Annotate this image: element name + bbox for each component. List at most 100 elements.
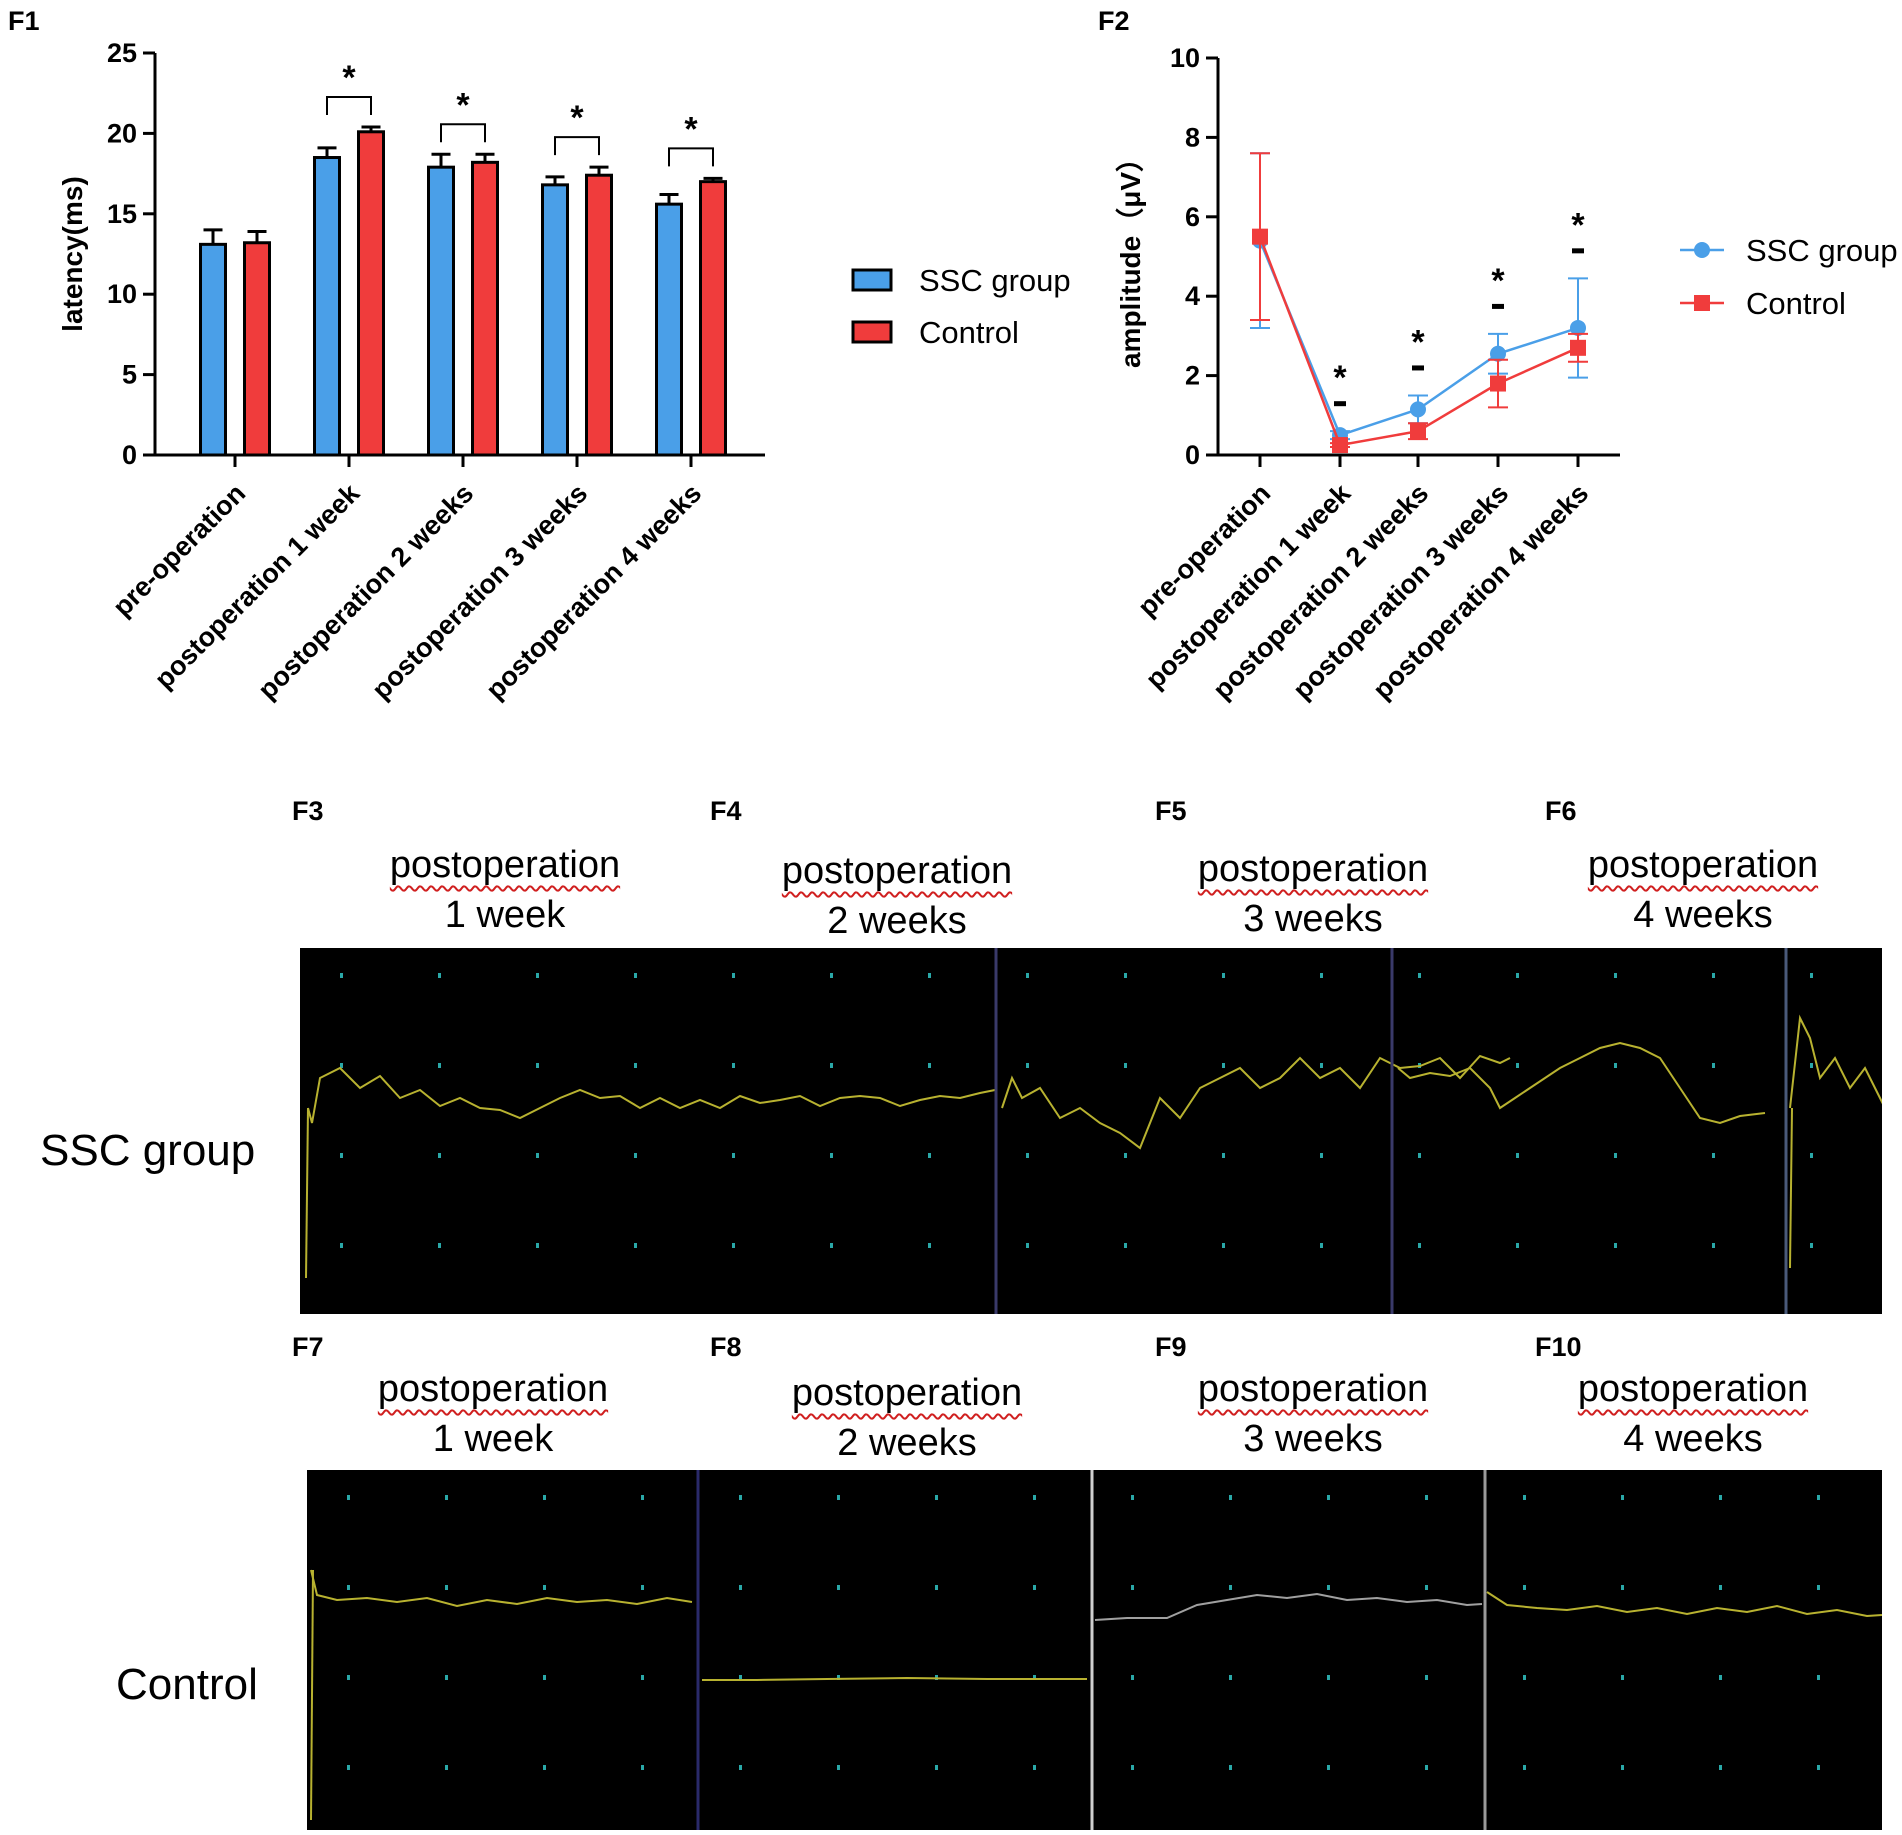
grid-dot [1810,1153,1813,1158]
panel-label-f7: F7 [292,1332,324,1362]
grid-dot [438,1243,441,1248]
grid-dot [543,1675,546,1680]
grid-dot [1320,1153,1323,1158]
grid-dot [641,1585,644,1590]
trace-title-f5: postoperation 3 weeks [1143,844,1483,944]
bar-ssc [655,202,683,457]
grid-dot [1614,1063,1617,1068]
grid-dot [1124,1243,1127,1248]
grid-dot [1131,1585,1134,1590]
grid-dot [1719,1765,1722,1770]
trace-title-weeks: 4 weeks [1633,894,1773,936]
panel-label-f9: F9 [1155,1332,1187,1362]
legend-marker-control [1694,295,1710,311]
grid-dot [739,1585,742,1590]
trace-title-line1: postoperation [781,850,1013,892]
control-waveforms [310,1470,1882,1830]
grid-dot [1033,1675,1036,1680]
legend-swatch-control [851,320,893,344]
significance-star: * [1333,359,1347,397]
grid-dot [1712,1243,1715,1248]
grid-dot [1033,1495,1036,1500]
scope-grid-dots [347,1495,1820,1770]
grid-dot [543,1495,546,1500]
grid-dot [1712,973,1715,978]
panel-label-f6: F6 [1545,796,1577,826]
x-tick-label: postoperation 3 weeks [366,478,593,705]
panel-label-f2: F2 [1098,6,1130,36]
waveform-f6 [1789,1014,1882,1109]
legend-label: Control [919,315,1019,350]
point-control [1252,228,1268,245]
grid-dot [1719,1495,1722,1500]
grid-dot [445,1765,448,1770]
significance-dash [1492,303,1504,309]
grid-dot [438,973,441,978]
grid-dot [928,1063,931,1068]
grid-dot [1425,1495,1428,1500]
point-control [1410,423,1426,440]
y-tick-label: 4 [1185,281,1200,311]
grid-dot [340,973,343,978]
y-axis-label: latency(ms) [57,176,88,332]
grid-dot [1712,1153,1715,1158]
grid-dot [347,1585,350,1590]
trace-title-line1: postoperation [1197,1368,1429,1410]
y-tick-label: 25 [107,38,137,68]
point-ssc [1490,345,1506,362]
waveform-f7-drop [310,1569,314,1821]
grid-dot [830,1153,833,1158]
trace-title-weeks: 3 weeks [1243,1418,1383,1460]
grid-dot [928,1243,931,1248]
legend-marker-ssc [1694,242,1710,258]
grid-dot [543,1585,546,1590]
grid-dot [536,1243,539,1248]
grid-dot [445,1585,448,1590]
panel-label-f8: F8 [710,1332,742,1362]
panel-label-f1: F1 [8,6,40,36]
significance-bracket [326,95,372,115]
grid-dot [536,973,539,978]
y-tick-label: 10 [1170,43,1200,73]
grid-dot [1222,1153,1225,1158]
y-tick-label: 0 [122,440,137,470]
grid-dot [1425,1765,1428,1770]
grid-dot [1614,1243,1617,1248]
waveform-f3 [307,1066,996,1124]
panel-label-f10: F10 [1535,1332,1582,1362]
y-tick-label: 5 [122,360,137,390]
panel-label-f4: F4 [710,796,742,826]
grid-dot [1124,1063,1127,1068]
grid-dot [1418,973,1421,978]
ssc-traces-strip [300,948,1882,1314]
grid-dot [1327,1675,1330,1680]
grid-dot [1131,1675,1134,1680]
trace-title-weeks: 1 week [432,1418,554,1460]
grid-dot [1222,1063,1225,1068]
significance-star: * [342,59,356,97]
grid-dot [1810,973,1813,978]
grid-dot [1026,973,1029,978]
grid-dot [1222,973,1225,978]
grid-dot [634,973,637,978]
grid-dot [1124,1153,1127,1158]
trace-title-line1: postoperation [389,844,621,886]
trace-title-f3: postoperation 1 week [335,840,675,940]
grid-dot [641,1495,644,1500]
bar-ssc [313,156,341,457]
y-tick-label: 15 [107,199,137,229]
scope-grid-dots [340,973,1813,1248]
grid-dot [1026,1063,1029,1068]
grid-dot [1124,973,1127,978]
point-ssc [1410,401,1426,418]
grid-dot [641,1675,644,1680]
significance-bracket [554,136,600,156]
grid-dot [543,1765,546,1770]
x-tick-label: postoperation 4 weeks [480,478,707,705]
grid-dot [1621,1675,1624,1680]
grid-dot [1817,1675,1820,1680]
grid-dot [935,1765,938,1770]
row-label-ssc-group: SSC group [40,1126,256,1175]
waveform-f7 [310,1569,693,1608]
significance-star: * [456,86,470,124]
